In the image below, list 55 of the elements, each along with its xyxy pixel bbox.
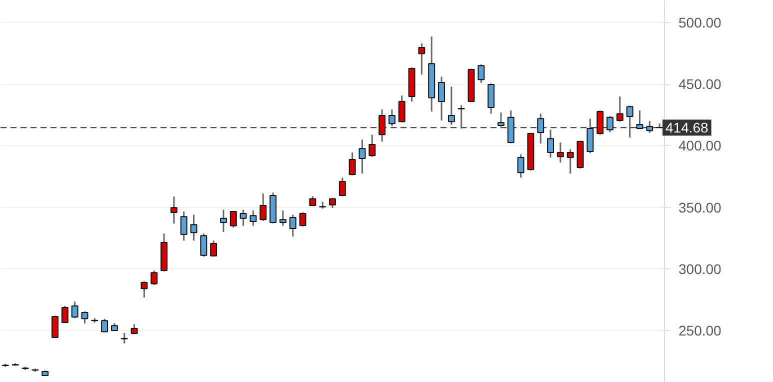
y-tick-label: 500.00 (678, 14, 722, 31)
candlestick (52, 314, 58, 339)
candlestick (200, 232, 208, 258)
candlestick (616, 96, 624, 122)
candlestick (230, 210, 237, 228)
candlestick (210, 240, 218, 258)
candlestick (418, 42, 426, 76)
candlestick (250, 210, 257, 227)
candlestick (537, 112, 544, 144)
candlestick (596, 110, 604, 136)
candlestick (586, 118, 594, 154)
candlestick (478, 64, 485, 84)
candlestick (438, 76, 445, 122)
candlestick (498, 112, 504, 128)
candlestick (240, 209, 247, 227)
candlestick (101, 318, 108, 332)
candlestick (338, 177, 346, 197)
candlestick (388, 108, 396, 127)
candlestick (646, 120, 654, 134)
candlestick (488, 82, 495, 114)
candlestick (348, 152, 356, 176)
candlestick (606, 115, 614, 133)
candlestick (626, 104, 634, 138)
candlestick (566, 148, 574, 174)
candlestick (358, 138, 366, 174)
y-tick-label: 400.00 (678, 138, 722, 154)
candlestick (140, 280, 148, 298)
candlestick (260, 192, 267, 222)
candlestick (517, 154, 524, 178)
candlestick (458, 104, 465, 130)
candlestick (279, 210, 286, 227)
candlestick (190, 214, 198, 242)
candlestick (448, 86, 455, 126)
candlestick (61, 305, 68, 324)
candlestick (329, 197, 336, 209)
candlestick (398, 94, 406, 124)
ref-line-label: 414.68 (666, 120, 709, 136)
candlestick (289, 214, 296, 238)
candlestick (547, 128, 554, 158)
candlestick (636, 110, 644, 130)
candlestick (180, 210, 188, 242)
candlestick (170, 196, 178, 224)
candlestick (220, 209, 227, 233)
candlestick (556, 142, 564, 164)
candlestick (150, 270, 158, 286)
candlestick (120, 332, 128, 344)
candlestick (71, 300, 78, 319)
y-tick-label: 350.00 (678, 199, 722, 216)
y-tick-label: 300.00 (678, 260, 722, 277)
candlestick (81, 310, 88, 324)
y-tick-label: 450.00 (678, 76, 722, 92)
candlestick (378, 108, 386, 142)
candlestick (368, 134, 376, 158)
y-tick-label: 250.00 (678, 322, 722, 339)
candlestick (299, 212, 306, 228)
